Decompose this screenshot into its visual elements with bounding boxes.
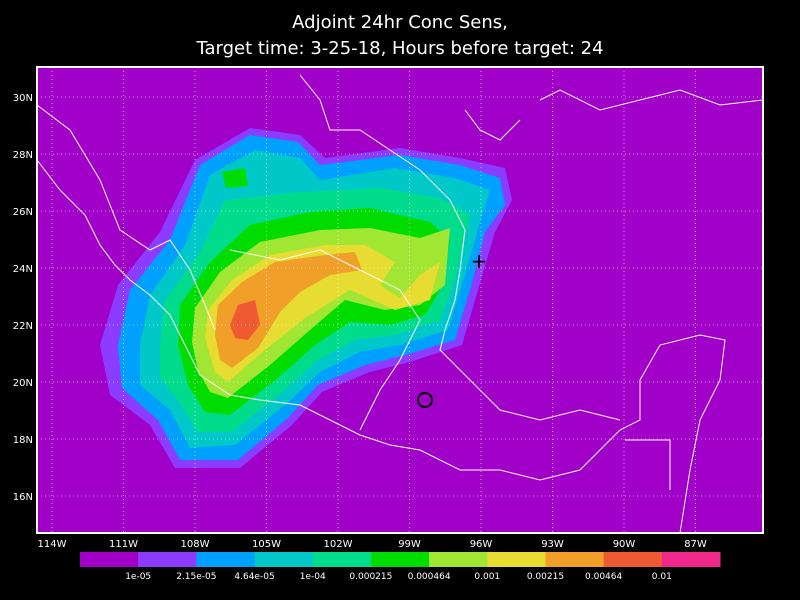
title-line: Target time: 3-25-18, Hours before targe… (195, 38, 603, 59)
lon-label: 96W (470, 539, 493, 550)
source-marker (417, 392, 433, 408)
colorbar-swatch (487, 552, 546, 567)
coastlines (36, 74, 764, 534)
plume (100, 128, 512, 468)
lat-label: 26N (13, 207, 33, 218)
colorbar-label: 2.15e-05 (176, 572, 216, 582)
colorbar-swatch (196, 552, 256, 567)
colorbar-label: 0.000464 (408, 572, 451, 582)
lon-label: 93W (541, 539, 564, 550)
lon-label: 102W (324, 539, 353, 550)
colorbar-label: 0.00215 (527, 572, 564, 582)
colorbar-swatch (254, 552, 314, 567)
colorbar-label: 0.001 (474, 572, 500, 582)
colorbar-label: 4.64e-05 (234, 572, 274, 582)
lon-label: 111W (109, 539, 138, 550)
lon-label: 114W (38, 539, 67, 550)
lat-label: 20N (13, 378, 33, 389)
lon-label: 105W (252, 539, 281, 550)
colorbar-swatch (138, 552, 197, 567)
lat-label: 22N (13, 321, 33, 332)
lat-label: 24N (13, 264, 33, 275)
title-line: Adjoint 24hr Conc Sens, (292, 12, 508, 33)
lon-label: 99W (398, 539, 421, 550)
lat-label: 18N (13, 435, 33, 446)
lat-label: 16N (13, 492, 33, 503)
colorbar-label: 0.000215 (349, 572, 392, 582)
lat-label: 28N (13, 150, 33, 161)
lon-label: 90W (613, 539, 636, 550)
colorbar-swatch (545, 552, 605, 567)
colorbar-label: 1e-04 (300, 572, 326, 582)
colorbar-swatch (80, 552, 139, 567)
colorbar-swatch (370, 552, 430, 567)
colorbar-swatch (312, 552, 372, 567)
colorbar-swatch (661, 552, 721, 567)
colorbar-label: 1e-05 (125, 572, 151, 582)
colorbar-swatch (429, 552, 488, 567)
colorbar-label: 0.00464 (585, 572, 622, 582)
lat-label: 30N (13, 93, 33, 104)
colorbar-label: 0.01 (652, 572, 672, 582)
lon-label: 87W (684, 539, 707, 550)
colorbar-swatch (603, 552, 663, 567)
lon-label: 108W (181, 539, 210, 550)
target-marker: + (471, 249, 488, 273)
map-frame (36, 66, 764, 534)
